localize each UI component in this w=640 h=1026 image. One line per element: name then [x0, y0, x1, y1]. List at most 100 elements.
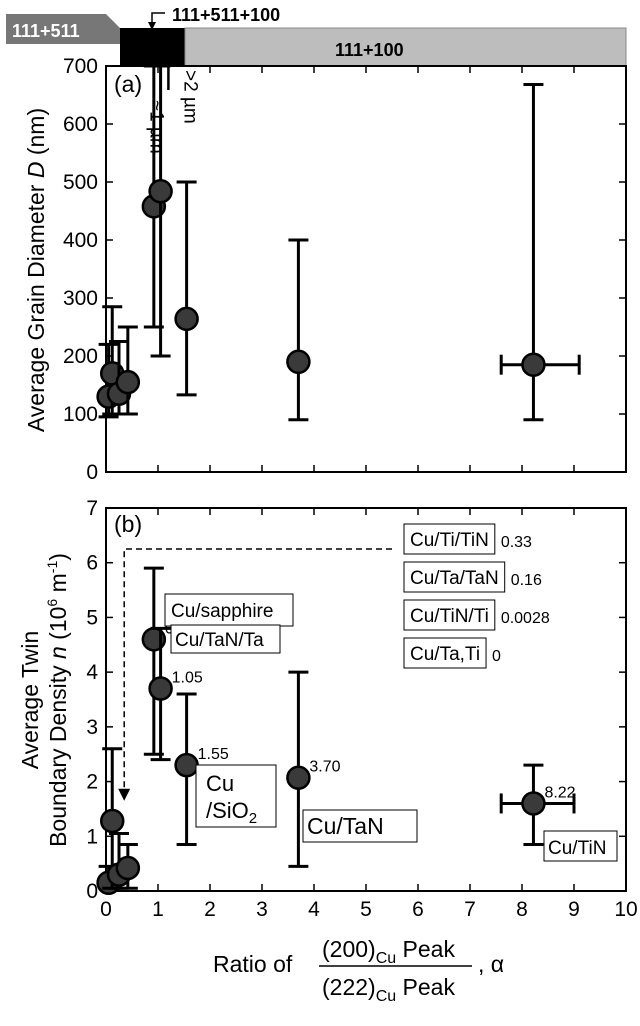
b-x-tick-label: 6 — [412, 898, 424, 921]
panel-b-tag: (b) — [114, 511, 142, 537]
legend-material: Cu/Ti/TiN — [410, 530, 489, 551]
dashed-callout-line — [123, 548, 392, 791]
svg-text:(200)Cu Peak: (200)Cu Peak — [322, 936, 455, 967]
b-value-label: 3.70 — [309, 759, 340, 776]
a-data-point — [499, 83, 581, 422]
a-y-tick-label: 400 — [63, 229, 98, 252]
a-y-tick-label: 200 — [63, 345, 98, 368]
panel-a: (a) Average Grain Diameter D (nm) 0 100 20… — [23, 55, 627, 484]
b-value-label: 1.55 — [198, 746, 229, 763]
legend-alpha: 0 — [492, 648, 501, 665]
svg-text:Cu/TiN: Cu/TiN — [548, 838, 606, 859]
band-region-111-511-100 — [120, 28, 185, 66]
a-y-tick-label: 500 — [63, 171, 98, 194]
panel-a-y-label: Average Grain Diameter D (nm) — [23, 108, 49, 432]
b-x-tick-label: 10 — [614, 898, 637, 921]
b-x-tick-label: 7 — [464, 898, 476, 921]
b-y-tick-label: 6 — [86, 552, 98, 575]
panel-b-y-label-line2: Boundary Density n (106 m-1) — [44, 553, 71, 847]
b-value-label: 8.22 — [544, 784, 575, 801]
label-cu-tan-ta: Cu/TaN/Ta — [170, 624, 281, 654]
a-y-tick-label: 300 — [63, 287, 98, 310]
a-marker — [286, 349, 311, 375]
a-marker — [174, 306, 199, 332]
b-y-tick-label: 0 — [86, 880, 98, 903]
a-data-point — [286, 238, 311, 422]
b-data-point — [115, 842, 141, 890]
band-region-111-511 — [6, 14, 120, 44]
a-y-tick-label: 0 — [86, 461, 98, 484]
b-y-tick-label: 1 — [86, 825, 98, 848]
a-y-tick-label: 100 — [63, 403, 98, 426]
thickness-label: >2 µm — [179, 70, 200, 124]
svg-text:, α: , α — [478, 951, 504, 977]
a-data-point — [115, 325, 141, 416]
svg-text:/SiO2: /SiO2 — [206, 798, 257, 827]
b-marker — [174, 752, 199, 778]
panel-a-tag: (a) — [114, 71, 142, 97]
legend-entry: Cu/Ta/TaN 0.16 — [403, 561, 542, 593]
b-x-tick-label: 1 — [152, 898, 164, 921]
b-data-point: 3.70 — [286, 670, 341, 868]
b-marker — [286, 765, 311, 790]
b-y-tick-label: 7 — [86, 497, 98, 520]
b-y-tick-label: 4 — [86, 661, 98, 684]
b-data-point: 8.22 — [499, 763, 576, 846]
legend-box — [403, 599, 496, 631]
label-cu-tan: Cu/TaN — [302, 809, 418, 843]
x-axis-label: Ratio of (200)Cu Peak (222)Cu Peak , α — [213, 936, 504, 1005]
legend-box — [403, 637, 487, 669]
b-y-tick-label: 2 — [86, 771, 98, 794]
legend-entry: Cu/TiN/Ti 0.0028 — [403, 599, 550, 631]
svg-text:Cu/TaN: Cu/TaN — [307, 813, 384, 839]
b-x-tick-label: 3 — [256, 898, 268, 921]
b-marker — [148, 676, 173, 701]
legend-alpha: 0.33 — [501, 534, 532, 551]
a-marker — [148, 179, 173, 204]
b-marker — [521, 791, 546, 816]
panel-b-y-label-line1: Average Twin — [17, 631, 43, 770]
a-y-tick-label: 600 — [63, 113, 98, 136]
b-y-tick-label: 5 — [86, 606, 98, 629]
b-x-tick-label: 2 — [204, 898, 216, 921]
a-marker — [115, 369, 141, 395]
a-data-point — [174, 180, 199, 397]
a-marker — [521, 352, 546, 377]
legend-box — [403, 561, 506, 593]
label-cu-sapphire: Cu/sapphire — [164, 593, 294, 627]
a-y-tick-label: 700 — [63, 55, 98, 78]
band-region-111-100 — [184, 27, 627, 67]
legend-alpha: 0.0028 — [501, 610, 550, 627]
legend-material: Cu/TiN/Ti — [410, 606, 489, 627]
band-pointer-arrow — [151, 12, 165, 26]
b-x-tick-label: 4 — [308, 898, 320, 921]
legend-material: Cu/Ta,Ti — [410, 644, 480, 665]
b-marker — [99, 808, 125, 834]
band-label-left: 111+511 — [12, 21, 80, 41]
b-marker — [115, 855, 141, 881]
b-y-tick-label: 3 — [86, 716, 98, 739]
legend-entry: Cu/Ta,Ti 0 — [403, 637, 501, 669]
panel-b: (b) Average Twin Boundary Density n (106… — [17, 497, 638, 921]
svg-text:Cu: Cu — [206, 771, 234, 796]
panel-a-frame — [105, 65, 627, 473]
b-x-tick-label: 5 — [360, 898, 372, 921]
label-cu-tin: Cu/TiN — [543, 830, 618, 862]
b-x-tick-label: 9 — [568, 898, 580, 921]
legend-entry: Cu/Ti/TiN 0.33 — [403, 523, 532, 555]
legend-material: Cu/Ta/TaN — [410, 568, 499, 589]
band-label-right: 111+100 — [335, 40, 404, 60]
band-label-middle: 111+511+100 — [172, 5, 280, 25]
svg-text:Cu/TaN/Ta: Cu/TaN/Ta — [175, 630, 264, 651]
svg-text:Cu/sapphire: Cu/sapphire — [171, 601, 273, 622]
b-x-tick-label: 8 — [516, 898, 528, 921]
a-data-point — [148, 64, 173, 358]
b-x-tick-label: 0 — [100, 898, 112, 921]
b-value-label: 1.05 — [172, 670, 203, 687]
label-cu-sio2: Cu /SiO2 — [195, 764, 277, 828]
dashed-callout-arrowhead — [118, 788, 131, 801]
band-pointer-head — [148, 22, 156, 30]
b-data-point: 1.05 — [148, 626, 203, 762]
legend-box — [403, 523, 496, 555]
